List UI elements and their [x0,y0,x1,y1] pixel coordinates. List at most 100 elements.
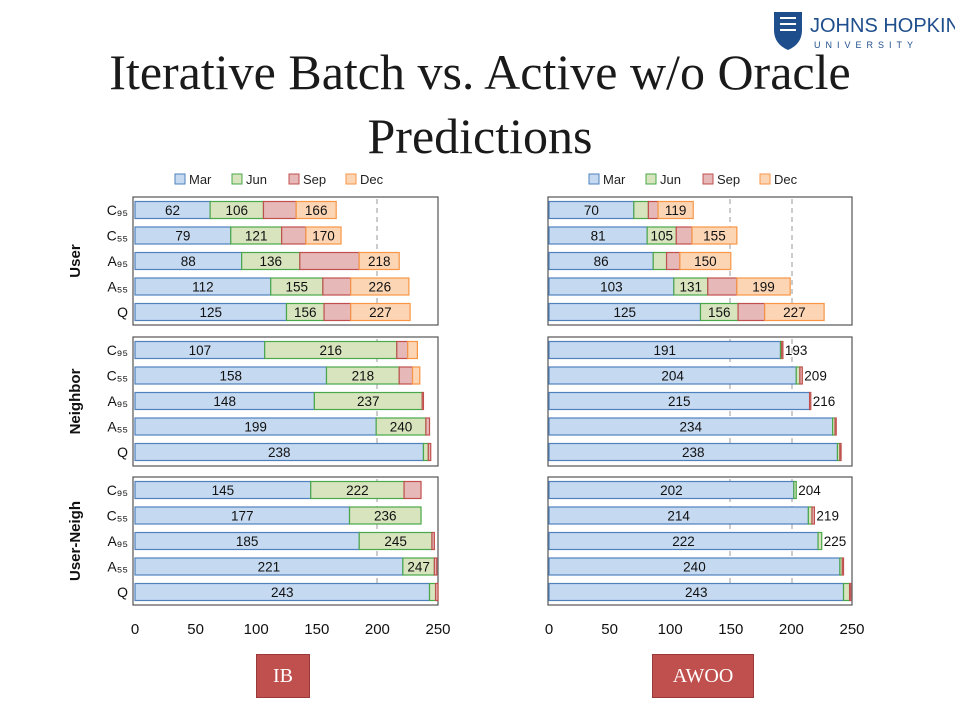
legend-label-sep: Sep [717,172,740,187]
x-tick-label: 250 [839,621,864,638]
bar-segment-dec [411,366,421,385]
bar-segment-dec [657,200,694,220]
row-label: A₅₅ [107,559,128,575]
bar-segment-sep [848,582,852,602]
data-label: 219 [816,509,839,524]
bar-segment-sep [396,340,409,360]
data-label: 245 [384,534,407,549]
badge-awoo: AWOO [652,654,754,698]
data-label: 215 [668,394,691,409]
x-tick-label: 0 [545,621,553,638]
x-tick-label: 100 [658,621,683,638]
data-label: 243 [271,585,294,600]
group-frame [547,336,853,467]
data-label: 227 [369,305,392,320]
data-label: 125 [613,305,636,320]
data-label: 234 [680,420,703,435]
legend-swatch-jun [645,173,657,185]
bar-segment-dec [679,251,732,271]
data-label: 112 [192,280,214,295]
data-label: 150 [694,254,717,269]
bar-segment-jun [842,582,851,602]
bar-segment-sep [841,557,845,576]
legend-swatch-jun [231,173,243,185]
bar-segment-sep [431,531,435,551]
legend-label-dec: Dec [774,172,798,187]
data-label: 204 [661,369,684,384]
bar-segment-sep [839,442,842,462]
data-label: 214 [667,509,690,524]
group-label: User [67,244,84,278]
data-label: 216 [813,394,836,409]
row-label: A₉₅ [107,533,128,549]
data-label: 185 [236,534,259,549]
bar-segment-dec [358,251,400,271]
data-label: 79 [175,229,190,244]
row-label: A₅₅ [107,419,128,435]
legend-swatch-dec [759,173,771,185]
data-label: 225 [824,534,847,549]
group-label: User-Neigh [67,501,84,581]
x-tick-label: 50 [187,621,204,638]
bar-segment-sep [799,366,803,385]
legend-label-mar: Mar [603,172,626,187]
bar-segment-sep [281,226,307,245]
row-label: C₅₅ [107,368,128,384]
row-label: A₉₅ [107,253,128,269]
bar-segment-sep [322,277,352,296]
x-tick-label: 250 [425,621,450,638]
data-label: 218 [368,254,391,269]
data-label: 81 [591,229,606,244]
data-label: 199 [244,420,267,435]
row-label: A₉₅ [107,393,128,409]
data-label: 216 [319,343,342,358]
data-label: 105 [650,229,673,244]
data-label: 155 [703,229,726,244]
bar-segment-dec [350,277,410,296]
data-label: 199 [752,280,775,295]
x-tick-label: 50 [601,621,618,638]
svg-text:JOHNS HOPKINS: JOHNS HOPKINS [810,15,955,37]
group-frame [132,476,439,606]
row-label: Q [117,584,128,600]
data-label: 103 [600,280,623,295]
bar-segment-jun [428,582,437,602]
x-tick-label: 150 [718,621,743,638]
group-frame [547,196,853,326]
bar-segment-jun [817,531,823,551]
x-tick-label: 150 [304,621,329,638]
data-label: 148 [213,394,236,409]
bar-segment-dec [305,226,342,245]
bar-segment-sep [707,277,738,296]
data-label: 107 [189,343,212,358]
data-label: 121 [245,229,268,244]
row-label: Q [117,444,128,460]
data-label: 145 [212,483,235,498]
row-label: C₅₅ [107,508,128,524]
bar-segment-sep [834,417,837,436]
x-tick-label: 0 [131,621,139,638]
bar-segment-dec [691,226,738,245]
data-label: 240 [683,560,706,575]
row-label: C₉₅ [107,482,128,498]
title-line-1: Iterative Batch vs. Active w/o Oracle [109,44,851,100]
data-label: 166 [305,203,328,218]
data-label: 119 [665,203,687,218]
group-frame [547,476,853,606]
bar-segment-jun [348,506,422,525]
bar-segment-sep [808,391,812,411]
group-frame [132,336,439,467]
data-label: 227 [783,305,806,320]
data-label: 202 [660,483,683,498]
bar-segment-dec [736,277,791,296]
data-label: 177 [231,509,254,524]
legend-swatch-mar [588,173,600,185]
bar-segment-sep [811,506,816,525]
row-label: A₅₅ [107,279,128,295]
bar-segment-sep [675,226,693,245]
row-label: C₉₅ [107,342,128,358]
bar-segment-sep [737,302,766,322]
title-line-2: Predictions [367,108,593,164]
data-label: 218 [352,369,375,384]
